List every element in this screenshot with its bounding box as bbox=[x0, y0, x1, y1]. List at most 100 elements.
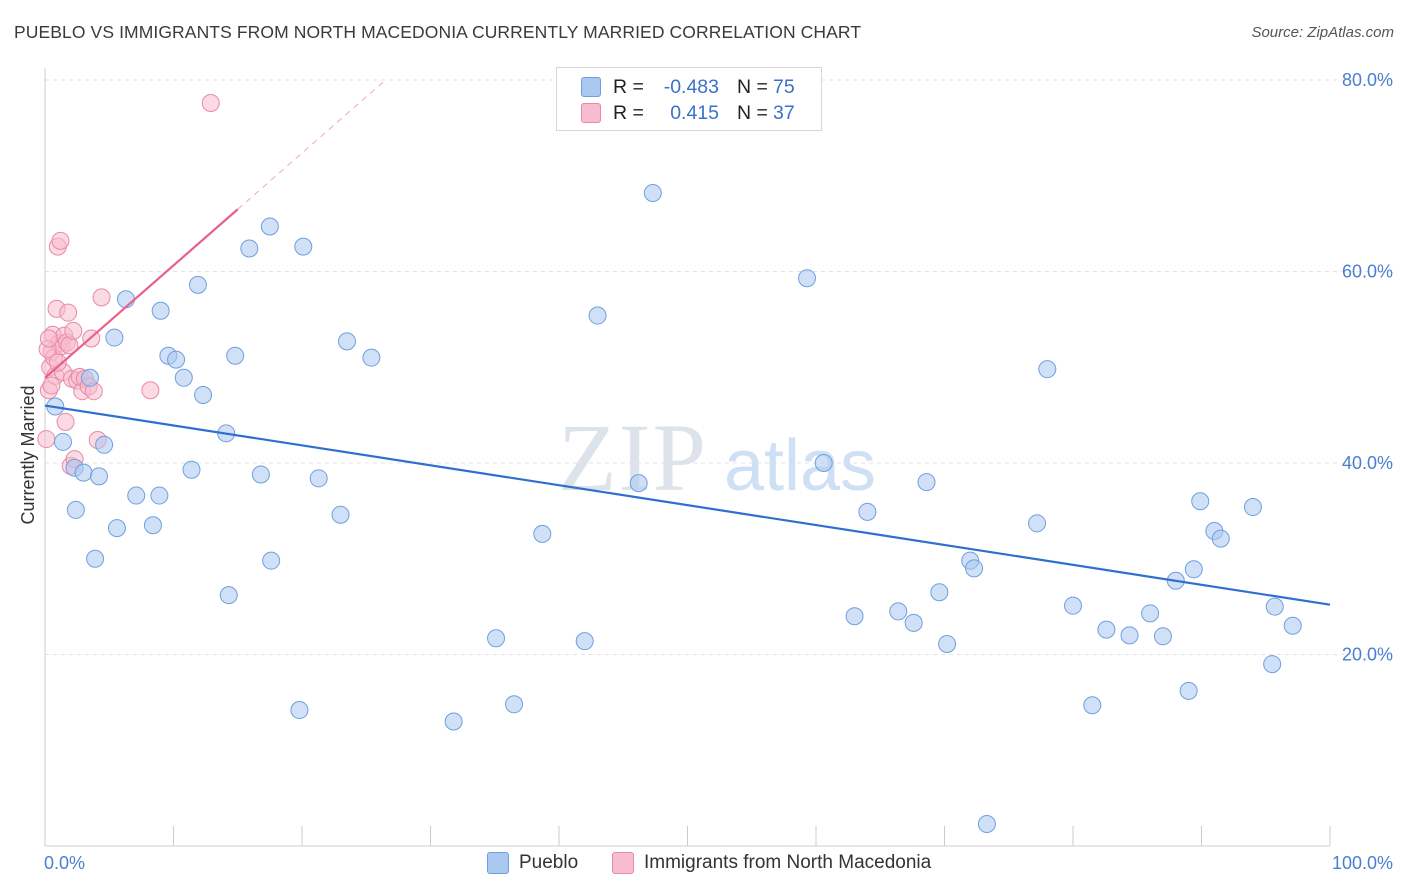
watermark: ZIP atlas bbox=[558, 404, 876, 511]
pueblo-point bbox=[80, 368, 99, 387]
pueblo-point bbox=[89, 467, 108, 486]
legend-r-label: R = bbox=[613, 101, 644, 124]
pueblo-point bbox=[362, 348, 381, 367]
series-pueblo-points bbox=[46, 183, 1302, 833]
pueblo-point bbox=[105, 328, 124, 347]
pueblo-point bbox=[1141, 604, 1160, 623]
pueblo-point bbox=[575, 632, 594, 651]
pueblo-point bbox=[107, 519, 126, 538]
pueblo-point bbox=[127, 486, 146, 505]
pueblo-point bbox=[182, 460, 201, 479]
pueblo-swatch bbox=[581, 77, 601, 97]
watermark-zip: ZIP bbox=[558, 404, 708, 511]
watermark-atlas: atlas bbox=[724, 426, 876, 506]
pueblo-point bbox=[188, 275, 207, 294]
pueblo-point bbox=[143, 516, 162, 535]
pueblo-point bbox=[965, 559, 984, 578]
pueblo-point bbox=[798, 269, 817, 288]
pueblo-point bbox=[930, 583, 949, 602]
pueblo-point bbox=[294, 237, 313, 256]
macedonia-point bbox=[59, 303, 78, 322]
legend-r-value: -0.483 bbox=[663, 75, 719, 98]
pueblo-point bbox=[643, 183, 662, 202]
pueblo-point bbox=[1153, 627, 1172, 646]
pueblo-point bbox=[219, 586, 238, 605]
legend-n-label: N = bbox=[737, 101, 768, 124]
legend-r-value: 0.415 bbox=[670, 101, 719, 124]
pueblo-point bbox=[337, 332, 356, 351]
stats-legend: R = -0.483 N = 75 R = 0.415 N = 37 bbox=[556, 67, 822, 131]
legend-row-macedonia: R = 0.415 N = 37 bbox=[581, 101, 795, 125]
pueblo-point bbox=[1184, 560, 1203, 579]
pueblo-point bbox=[938, 634, 957, 653]
pueblo-point bbox=[66, 500, 85, 519]
legend-row-pueblo: R = -0.483 N = 75 bbox=[581, 75, 795, 99]
pueblo-point bbox=[86, 549, 105, 568]
pueblo-point bbox=[505, 695, 524, 714]
axes bbox=[44, 68, 1331, 847]
pueblo-point bbox=[1064, 596, 1082, 615]
y-tick-label: 80.0% bbox=[1342, 70, 1393, 90]
pueblo-point bbox=[814, 454, 833, 472]
legend-label-pueblo: Pueblo bbox=[519, 852, 579, 873]
legend-item-pueblo[interactable]: Pueblo bbox=[487, 852, 578, 874]
pueblo-point bbox=[262, 551, 281, 570]
pueblo-trend-line bbox=[44, 404, 1331, 606]
pueblo-point bbox=[533, 524, 552, 543]
pueblo-point bbox=[1263, 655, 1282, 674]
pueblo-point bbox=[629, 474, 648, 493]
legend-label-macedonia: Immigrants from North Macedonia bbox=[644, 852, 932, 873]
series-legend: Pueblo Immigrants from North Macedonia bbox=[0, 852, 1406, 878]
pueblo-point bbox=[1083, 696, 1102, 715]
pueblo-point bbox=[1179, 681, 1198, 700]
pueblo-point bbox=[889, 602, 908, 621]
macedonia-point bbox=[42, 376, 61, 395]
grid-lines bbox=[45, 79, 1392, 655]
y-tick-label: 40.0% bbox=[1342, 453, 1393, 473]
pueblo-point bbox=[53, 432, 72, 451]
pueblo-point bbox=[977, 814, 996, 833]
macedonia-swatch bbox=[581, 103, 601, 123]
pueblo-point bbox=[226, 346, 245, 365]
pueblo-point bbox=[290, 701, 309, 720]
y-tick-label: 60.0% bbox=[1342, 262, 1393, 282]
pueblo-point bbox=[150, 486, 169, 505]
pueblo-point bbox=[240, 239, 259, 258]
macedonia-point bbox=[39, 329, 58, 348]
macedonia-point bbox=[201, 93, 220, 112]
legend-n-label: N = bbox=[737, 75, 768, 98]
pueblo-point bbox=[95, 435, 114, 454]
pueblo-point bbox=[116, 290, 135, 309]
pueblo-point bbox=[74, 463, 93, 482]
pueblo-point bbox=[904, 613, 923, 632]
pueblo-point bbox=[194, 386, 213, 405]
source-label: Source: ZipAtlas.com bbox=[1251, 24, 1394, 41]
macedonia-point bbox=[64, 321, 83, 340]
macedonia-trend-extension bbox=[237, 79, 386, 210]
pueblo-point bbox=[1211, 529, 1230, 548]
x-tick-label: 0.0% bbox=[44, 853, 85, 873]
pueblo-point bbox=[167, 350, 186, 369]
trend-lines bbox=[44, 79, 1331, 606]
pueblo-point bbox=[251, 465, 270, 484]
x-tick-label: 100.0% bbox=[1332, 853, 1393, 873]
macedonia-point bbox=[48, 353, 67, 372]
pueblo-point bbox=[444, 712, 463, 731]
pueblo-point bbox=[1097, 620, 1116, 639]
pueblo-point bbox=[331, 505, 350, 524]
chart-title: PUEBLO VS IMMIGRANTS FROM NORTH MACEDONI… bbox=[14, 22, 862, 42]
legend-item-macedonia[interactable]: Immigrants from North Macedonia bbox=[612, 852, 931, 874]
pueblo-point bbox=[1191, 492, 1210, 511]
pueblo-point bbox=[260, 217, 279, 236]
series-macedonia-points bbox=[37, 93, 220, 475]
pueblo-legend-swatch bbox=[487, 852, 509, 874]
pueblo-point bbox=[309, 469, 328, 488]
tick-labels: 20.0% 40.0% 60.0% 80.0% 0.0% 100.0% bbox=[44, 70, 1393, 873]
macedonia-point bbox=[141, 381, 160, 400]
pueblo-point bbox=[1243, 498, 1262, 517]
legend-n-value: 37 bbox=[773, 101, 795, 124]
macedonia-point bbox=[56, 412, 75, 431]
pueblo-point bbox=[151, 301, 170, 320]
pueblo-point bbox=[858, 502, 877, 521]
